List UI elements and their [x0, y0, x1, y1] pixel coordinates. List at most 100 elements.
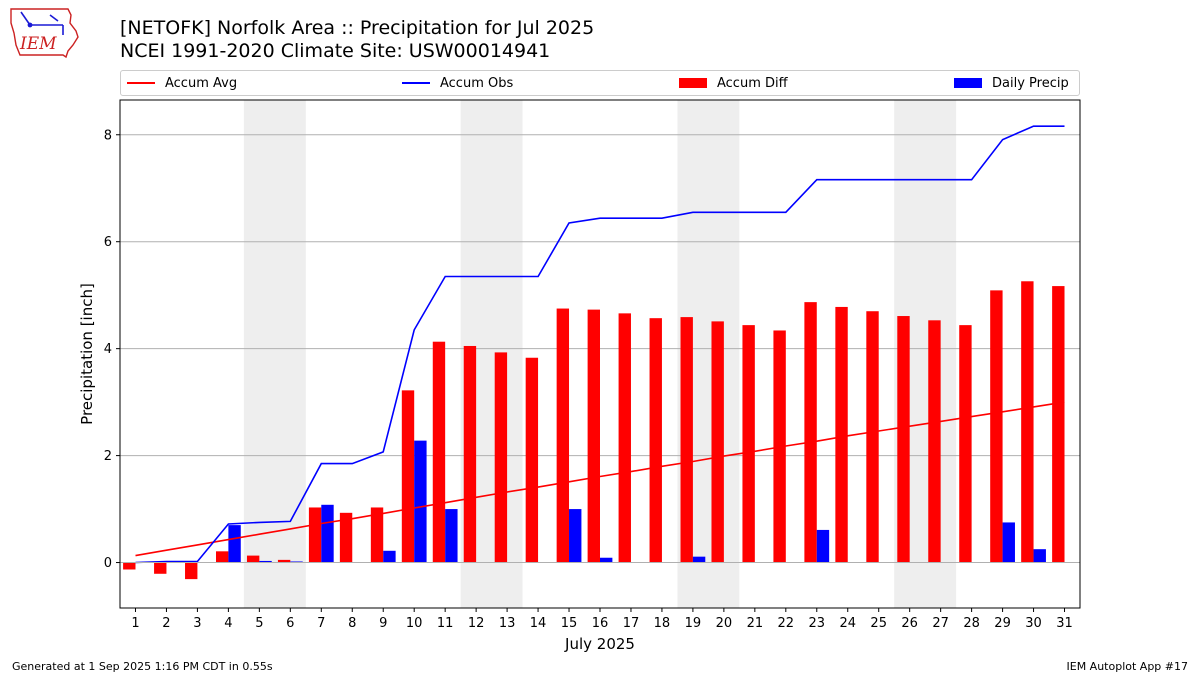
x-tick-label: 1	[131, 616, 139, 631]
x-tick-label: 3	[193, 616, 201, 631]
accum-diff-bar	[123, 562, 136, 570]
x-tick-label: 27	[932, 616, 949, 631]
legend-item-accum-avg: Accum Avg	[127, 71, 237, 95]
legend-label: Accum Avg	[165, 75, 238, 91]
x-tick-label: 13	[499, 616, 516, 631]
weekend-shading	[243, 100, 306, 608]
weekend-shading	[460, 100, 523, 608]
x-tick-label: 23	[809, 616, 826, 631]
x-tick-label: 2	[162, 616, 170, 631]
accum-diff-bar	[246, 555, 260, 563]
x-tick-label: 18	[654, 616, 671, 631]
x-tick-label: 30	[1025, 616, 1042, 631]
daily-precip-bar	[166, 561, 179, 563]
daily-precip-bar	[321, 504, 334, 563]
x-tick-label: 25	[870, 616, 887, 631]
accum-diff-bar	[370, 507, 384, 563]
accum-diff-bar	[1021, 281, 1034, 563]
weekend-shading	[677, 100, 740, 608]
daily-precip-bar	[228, 525, 241, 563]
accum-diff-bar	[432, 341, 446, 563]
chart-title: [NETOFK] Norfolk Area :: Precipitation f…	[120, 17, 595, 39]
legend-label: Accum Obs	[440, 75, 514, 91]
weekend-shading	[894, 100, 957, 608]
daily-precip-bar	[1033, 549, 1046, 563]
accum-diff-bar	[649, 318, 662, 563]
accum-diff-bar	[897, 316, 910, 563]
accum-diff-bar	[494, 352, 508, 563]
accum-diff-bar	[990, 290, 1003, 563]
daily-precip-bar	[816, 529, 830, 563]
accum-diff-bar	[277, 559, 291, 563]
x-tick-label: 24	[839, 616, 856, 631]
accum-diff-bar	[463, 345, 477, 563]
accum-diff-bar	[959, 325, 972, 563]
x-tick-label: 31	[1056, 616, 1073, 631]
accum-diff-bar	[618, 313, 631, 563]
y-tick-label: 2	[104, 449, 112, 464]
accum-obs-line	[135, 125, 1065, 564]
daily-precip-bar	[414, 440, 427, 563]
iem-logo: IEM	[10, 8, 79, 59]
x-tick-label: 28	[963, 616, 980, 631]
daily-precip-bar	[692, 556, 706, 563]
x-tick-label: 26	[901, 616, 918, 631]
x-tick-label: 22	[778, 616, 795, 631]
accum-diff-bar	[866, 311, 879, 563]
logo-text: IEM	[19, 34, 57, 54]
accum-diff-bar	[742, 325, 755, 563]
x-tick-label: 21	[747, 616, 764, 631]
accum-diff-bar	[928, 320, 941, 563]
legend: Accum Avg Accum Obs Accum Diff Daily Pre…	[120, 70, 1080, 96]
x-tick-label: 29	[994, 616, 1011, 631]
daily-precip-bar	[383, 550, 396, 563]
x-tick-label: 17	[623, 616, 640, 631]
accum-diff-bar	[587, 309, 600, 563]
daily-precip-bar	[259, 560, 272, 563]
accum-diff-bar	[401, 390, 415, 563]
x-tick-label: 15	[561, 616, 578, 631]
footer-app-id: IEM Autoplot App #17	[1066, 660, 1189, 673]
x-tick-label: 4	[224, 616, 232, 631]
x-tick-label: 12	[468, 616, 485, 631]
accum-avg-line	[135, 401, 1065, 557]
accum-diff-bar	[556, 308, 570, 563]
accum-diff-bar	[525, 357, 539, 563]
legend-label: Accum Diff	[717, 75, 788, 91]
legend-swatch	[402, 82, 430, 84]
accum-diff-bar	[680, 317, 693, 563]
accum-diff-bar	[835, 306, 848, 563]
daily-precip-bar	[290, 561, 303, 563]
x-tick-label: 11	[437, 616, 454, 631]
x-tick-label: 8	[348, 616, 356, 631]
x-tick-label: 6	[286, 616, 294, 631]
legend-item-accum-diff: Accum Diff	[679, 71, 788, 95]
legend-item-daily-precip: Daily Precip	[954, 71, 1069, 95]
accum-diff-bar	[1052, 286, 1065, 563]
x-tick-label: 19	[685, 616, 702, 631]
x-tick-label: 20	[716, 616, 733, 631]
y-tick-label: 6	[104, 235, 112, 250]
accum-diff-bar	[711, 321, 724, 563]
x-axis-label: July 2025	[564, 635, 635, 653]
accum-diff-bar	[308, 507, 322, 563]
accum-diff-bar	[154, 562, 167, 574]
footer-generated: Generated at 1 Sep 2025 1:16 PM CDT in 0…	[12, 660, 273, 673]
x-tick-label: 14	[530, 616, 547, 631]
y-axis-label: Precipitation [inch]	[78, 283, 96, 425]
legend-label: Daily Precip	[992, 75, 1069, 91]
plot-frame	[119, 99, 1081, 609]
x-tick-label: 16	[592, 616, 609, 631]
legend-swatch	[954, 78, 982, 88]
weather-station-icon	[20, 11, 64, 35]
daily-precip-bar	[445, 509, 458, 563]
accum-diff-bar	[216, 551, 229, 563]
x-tick-label: 10	[406, 616, 423, 631]
accum-diff-bar	[804, 302, 817, 563]
legend-item-accum-obs: Accum Obs	[402, 71, 513, 95]
y-tick-label: 0	[104, 556, 112, 571]
accum-diff-bar	[339, 512, 353, 563]
accum-diff-bar	[773, 330, 786, 563]
x-tick-label: 9	[379, 616, 387, 631]
